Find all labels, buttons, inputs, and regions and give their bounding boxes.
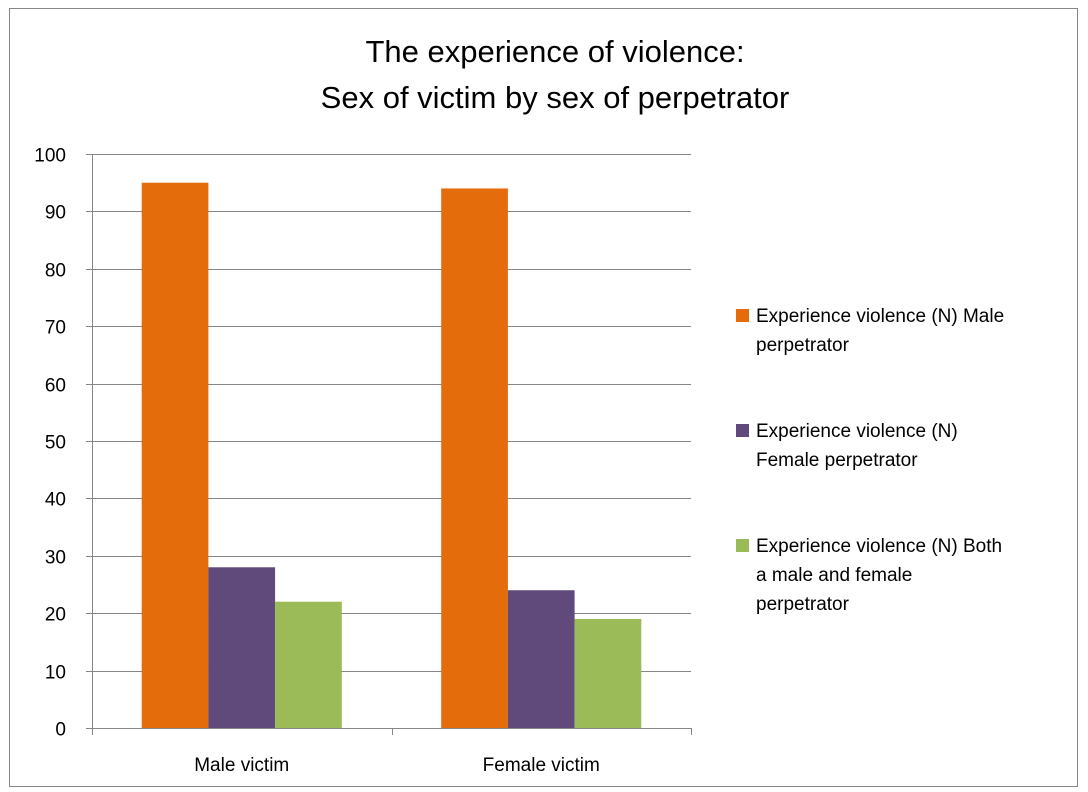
legend-swatch (736, 539, 749, 552)
x-category-label: Female victim (483, 755, 600, 776)
legend-label: perpetrator (756, 594, 850, 615)
legend-label: Female perpetrator (756, 450, 918, 471)
y-tick-label: 90 (45, 203, 66, 224)
bar-3-female-victim (574, 618, 642, 728)
x-category-label: Male victim (194, 755, 289, 776)
y-tick-label: 0 (55, 720, 66, 741)
bar-2-male-victim (208, 567, 276, 728)
legend-label: Experience violence (N) (756, 421, 958, 442)
bar-3-male-victim (275, 601, 342, 728)
legend-swatch (736, 309, 749, 322)
bar-1-female-victim (441, 188, 508, 728)
y-tick-label: 30 (45, 548, 66, 569)
bar-1-male-victim (141, 182, 209, 728)
bar-2-female-victim (507, 590, 575, 728)
y-axis-tick-labels: 0 10 20 30 40 50 60 70 80 90 100 (34, 146, 92, 741)
y-tick-label: 50 (45, 433, 66, 454)
chart-title-line-2: Sex of victim by sex of perpetrator (321, 80, 790, 115)
y-tick-label: 70 (45, 318, 66, 339)
y-tick-label: 10 (45, 663, 66, 684)
bars (141, 182, 642, 728)
legend-label: Experience violence (N) Male (756, 306, 1004, 327)
chart-title-line-1: The experience of violence: (365, 34, 744, 69)
x-axis-ticks (92, 728, 692, 735)
legend: Experience violence (N) Male perpetrator E… (736, 306, 1004, 615)
y-tick-label: 40 (45, 490, 66, 511)
x-axis-category-labels: Male victim Female victim (194, 755, 600, 776)
legend-label: a male and female (756, 565, 912, 586)
legend-swatch (736, 424, 749, 437)
y-tick-label: 100 (34, 146, 66, 167)
legend-label: Experience violence (N) Both (756, 536, 1002, 557)
y-tick-label: 20 (45, 605, 66, 626)
y-tick-label: 80 (45, 261, 66, 282)
y-tick-label: 60 (45, 376, 66, 397)
legend-label: perpetrator (756, 335, 850, 356)
